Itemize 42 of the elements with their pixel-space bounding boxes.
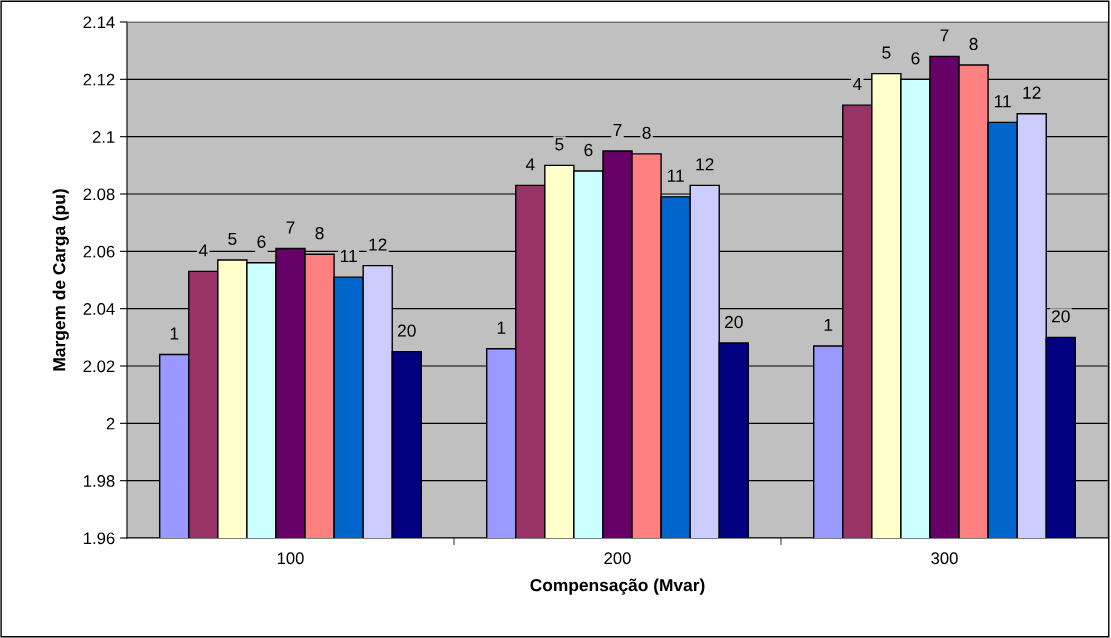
text: 11 [994,95,1011,108]
y-tick-label: 2.04 [83,303,115,315]
series-label: 20 [1051,310,1070,323]
text: 1 [497,321,506,334]
y-tick-label: 2.06 [83,245,115,258]
y-tick-label: 2.1 [92,131,115,143]
text: 7 [940,29,949,42]
text: 20 [397,324,416,337]
y-tick-label: 1.98 [84,475,115,487]
text: 12 [1023,86,1041,99]
text: 20 [724,315,743,329]
y-tick-label: 1.96 [84,532,115,545]
y-tick-label: 2 [106,417,115,430]
y-tick-label: 2.14 [83,16,115,29]
text: 6 [257,235,266,248]
text: 7 [613,123,622,136]
y-tick-label: 2.02 [83,360,115,373]
text: 6 [584,143,593,157]
x-tick-label: 100 [277,552,304,565]
series-label: 6 [911,52,920,65]
series-label: 4 [198,244,208,257]
text: 5 [882,46,891,59]
y-tick-label: 2.08 [83,188,115,201]
y-axis-title: Margem de Carga (pu) [52,189,69,371]
x-tick-label: 200 [604,552,631,565]
series-label: 1 [170,327,179,340]
series-label: 12 [696,158,714,171]
text: 8 [642,126,651,139]
text: 4 [525,158,535,171]
series-label: 5 [228,232,237,246]
series-label: 7 [286,221,295,234]
text: 1 [824,318,833,331]
y-tick-label: 2.12 [83,73,115,86]
x-axis-title: Compensação (Mvar) [530,578,705,595]
series-label: 8 [315,227,324,240]
text: 12 [369,238,387,251]
text: 4 [852,78,862,91]
series-label: 11 [340,250,357,263]
text: 11 [667,169,684,182]
text: 8 [969,37,978,51]
x-tick-label: 300 [931,552,958,565]
text: 5 [555,138,564,151]
